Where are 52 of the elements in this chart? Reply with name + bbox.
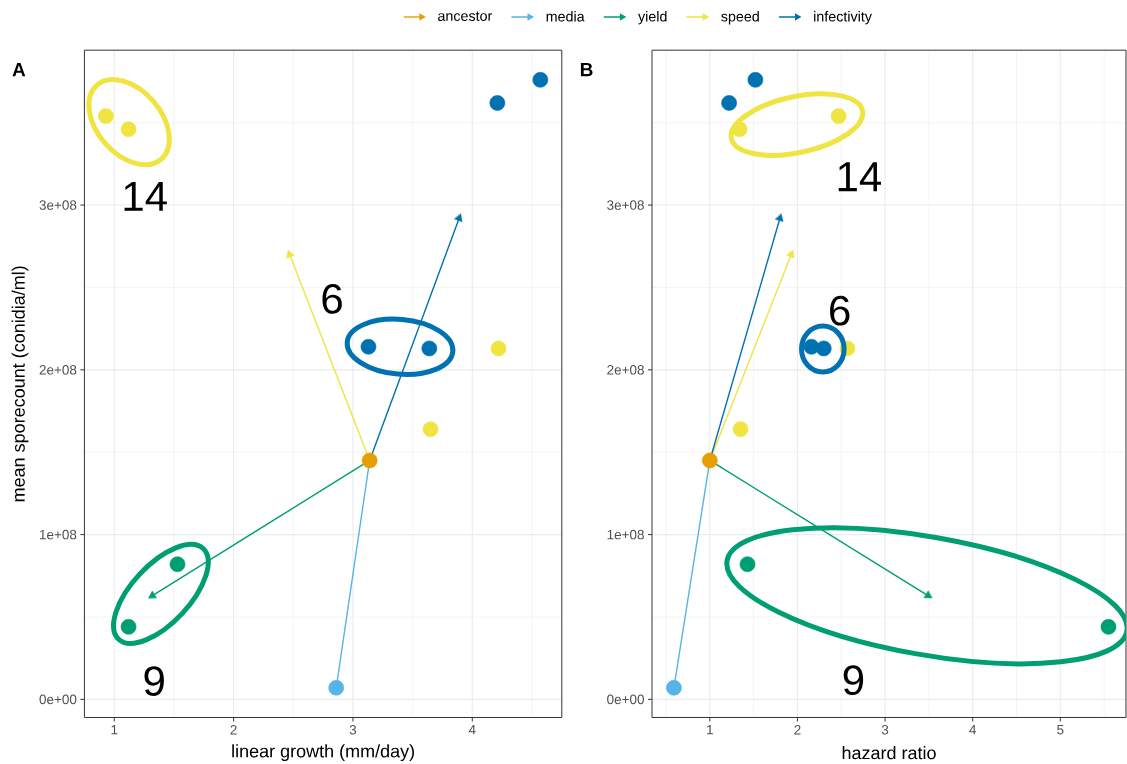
point xyxy=(360,338,377,355)
point xyxy=(361,452,378,469)
y-tick-label: 2e+08 xyxy=(39,365,77,375)
x-axis-title: linear growth (mm/day) xyxy=(232,744,414,762)
point xyxy=(666,680,682,696)
point xyxy=(120,619,137,635)
y-tick-label: 3e+08 xyxy=(39,200,77,210)
text: B xyxy=(580,63,593,77)
annotation: 9 xyxy=(843,665,864,696)
annotation: 14 xyxy=(838,162,882,192)
point xyxy=(747,72,764,88)
x-tick-label: 2 xyxy=(794,725,801,735)
point xyxy=(739,556,756,573)
y-axis-title: mean sporecount (conidia/ml) xyxy=(11,266,29,502)
legend-label: infectivity xyxy=(814,11,872,25)
point xyxy=(422,421,439,437)
point xyxy=(490,340,507,357)
x-tick-label: 5 xyxy=(1057,725,1064,735)
point xyxy=(732,421,749,437)
point xyxy=(489,95,506,111)
point xyxy=(421,340,438,357)
point xyxy=(532,72,549,88)
x-axis-title: hazard ratio xyxy=(842,746,936,760)
x-tick-label: 1 xyxy=(111,725,118,735)
legend-label: yield xyxy=(638,11,667,25)
point xyxy=(169,556,186,573)
x-tick-label: 2 xyxy=(230,725,237,735)
legend-label: media xyxy=(546,11,585,22)
legend-label: speed xyxy=(721,11,759,25)
text: A xyxy=(12,63,26,77)
x-tick-label: 3 xyxy=(349,725,357,735)
annotation: 6 xyxy=(830,295,850,326)
point xyxy=(721,95,737,111)
annotation: 14 xyxy=(124,181,167,211)
x-tick-label: 3 xyxy=(881,725,889,735)
point xyxy=(702,452,718,469)
x-tick-label: 4 xyxy=(468,725,476,735)
point xyxy=(830,108,847,124)
x-tick-label: 4 xyxy=(969,725,977,735)
y-tick-label: 0e+00 xyxy=(39,694,77,705)
point xyxy=(120,121,137,138)
annotation: 6 xyxy=(322,284,342,314)
y-tick-label: 1e+08 xyxy=(607,529,644,540)
point xyxy=(98,108,114,124)
x-tick-label: 1 xyxy=(707,725,713,735)
annotation: 9 xyxy=(144,666,164,696)
point xyxy=(1100,619,1117,635)
y-tick-label: 3e+08 xyxy=(607,200,644,210)
y-tick-label: 0e+00 xyxy=(607,694,644,705)
y-tick-label: 1e+08 xyxy=(40,529,77,540)
legend-label: ancestor xyxy=(438,11,493,21)
y-tick-label: 2e+08 xyxy=(607,365,644,375)
